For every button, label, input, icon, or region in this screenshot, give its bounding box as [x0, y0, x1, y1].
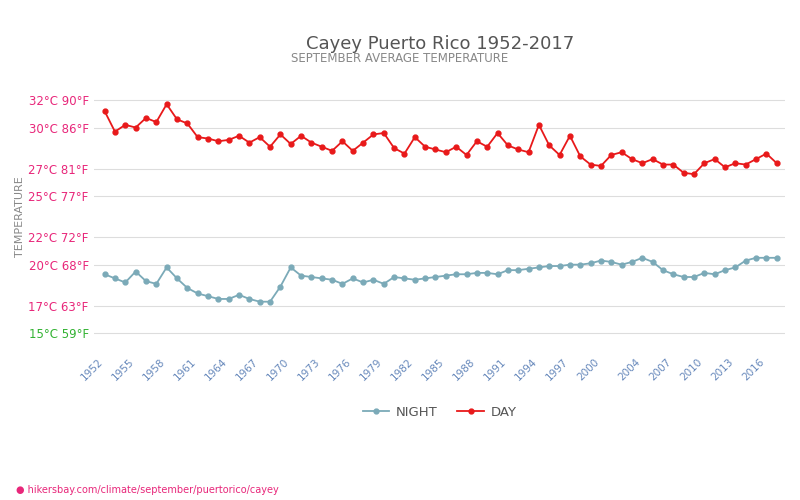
DAY	[100, 108, 110, 114]
NIGHT	[151, 281, 161, 287]
Text: SEPTEMBER AVERAGE TEMPERATURE: SEPTEMBER AVERAGE TEMPERATURE	[291, 52, 509, 66]
DAY	[400, 150, 410, 156]
NIGHT	[275, 284, 285, 290]
Text: ● hikersbay.com/climate/september/puertorico/cayey: ● hikersbay.com/climate/september/puerto…	[16, 485, 278, 495]
DAY	[772, 160, 782, 166]
NIGHT	[772, 255, 782, 261]
NIGHT	[648, 259, 658, 265]
Legend: NIGHT, DAY: NIGHT, DAY	[358, 400, 522, 424]
NIGHT	[400, 276, 410, 281]
Line: NIGHT: NIGHT	[102, 256, 779, 304]
DAY	[275, 132, 285, 138]
DAY	[162, 101, 171, 107]
Title: Cayey Puerto Rico 1952-2017: Cayey Puerto Rico 1952-2017	[306, 35, 574, 53]
DAY	[410, 134, 420, 140]
NIGHT	[638, 255, 647, 261]
NIGHT	[255, 298, 265, 304]
NIGHT	[410, 277, 420, 283]
DAY	[638, 160, 647, 166]
Line: DAY: DAY	[102, 102, 779, 176]
NIGHT	[317, 276, 326, 281]
NIGHT	[100, 272, 110, 278]
DAY	[151, 119, 161, 125]
Y-axis label: TEMPERATURE: TEMPERATURE	[15, 176, 25, 257]
DAY	[317, 144, 326, 150]
DAY	[690, 171, 699, 177]
